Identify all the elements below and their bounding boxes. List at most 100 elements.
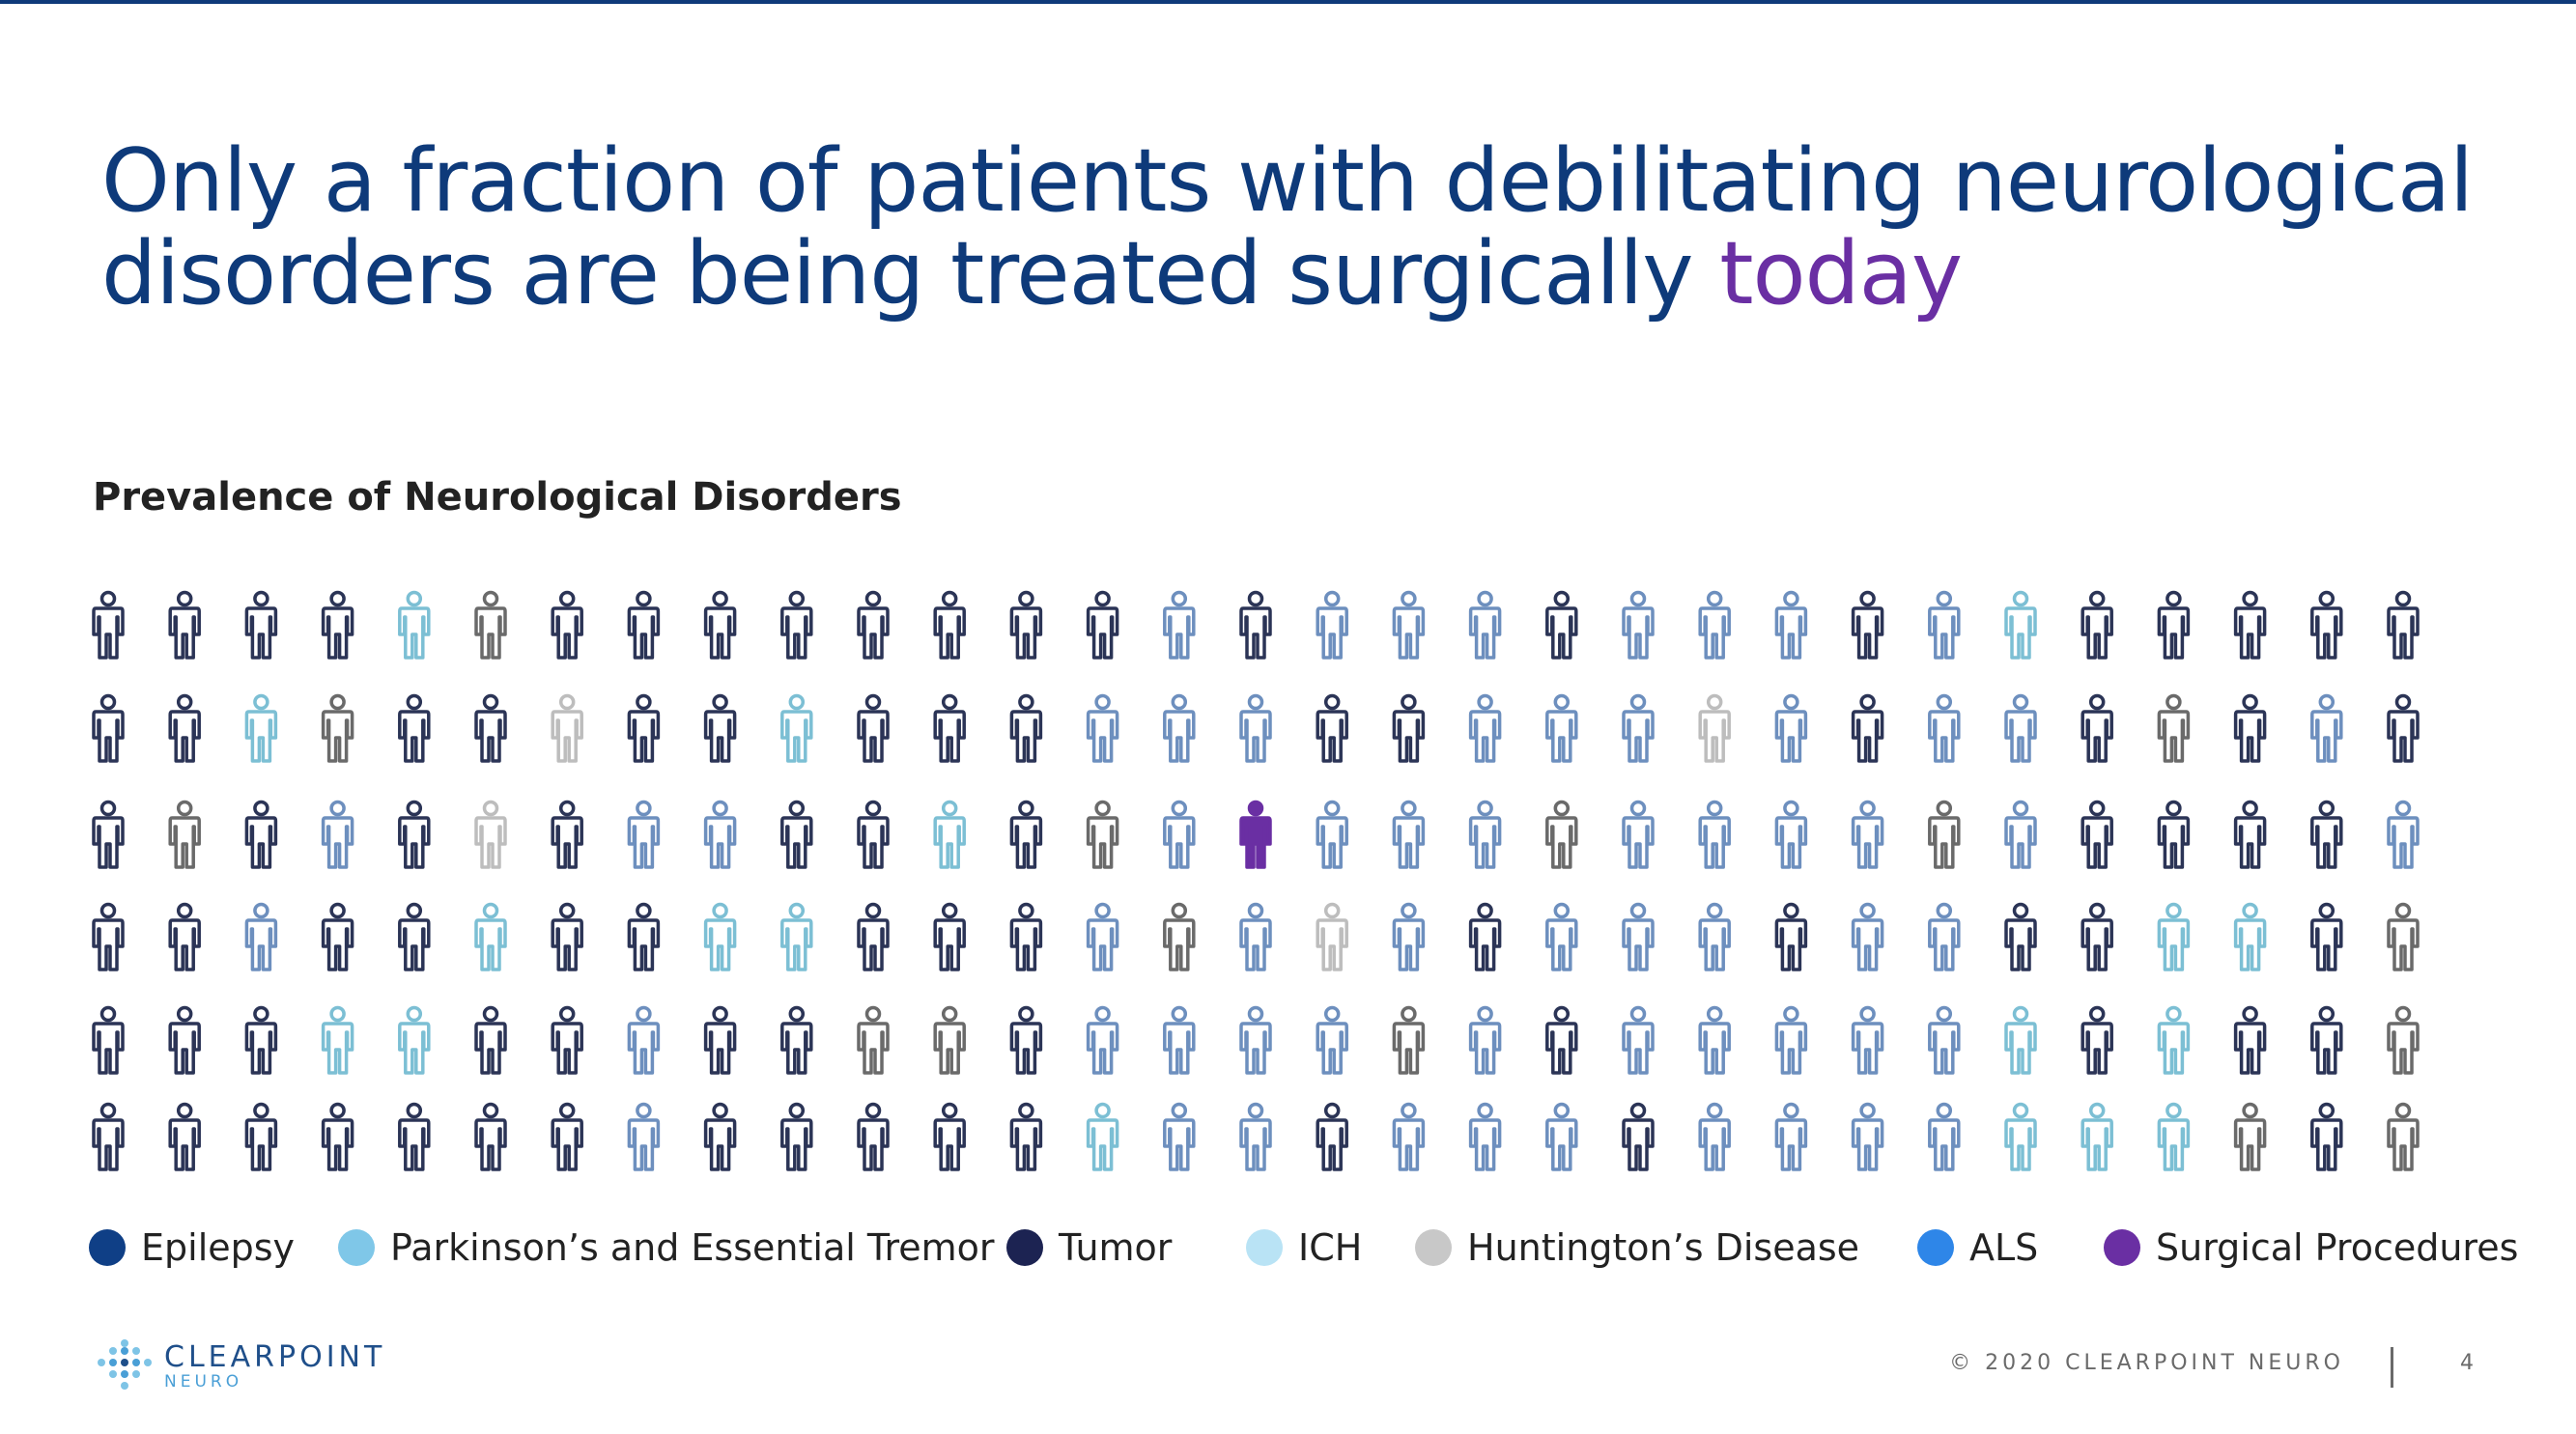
person-icon [1698,902,1731,971]
legend-item: Tumor [1006,1219,1172,1277]
person-icon [2233,693,2267,763]
person-icon [2004,1102,2037,1171]
legend-item: Epilepsy [89,1219,295,1277]
slide-title: Only a fraction of patients with debilit… [101,135,2516,321]
person-icon [2157,1102,2191,1171]
person-icon [551,693,583,763]
legend-swatch [2104,1229,2140,1266]
person-icon [551,1005,583,1075]
person-icon [1622,1102,1655,1171]
person-icon [1009,902,1043,971]
legend-label: Parkinson’s and Essential Tremor [390,1226,995,1269]
person-icon [1851,1005,1884,1075]
person-icon [1392,800,1426,869]
surgical-person-icon [1239,800,1272,869]
person-icon [627,693,661,763]
person-icon [2081,902,2113,971]
legend-item: ALS [1917,1219,2038,1277]
person-icon [398,590,431,660]
person-icon [2387,902,2420,971]
person-icon [2233,1005,2267,1075]
legend-item: ICH [1246,1219,1362,1277]
logo-dots-icon [98,1339,152,1390]
person-icon [1545,902,1578,971]
person-icon [1163,1005,1196,1075]
person-icon [2233,800,2267,869]
person-icon [398,902,431,971]
person-icon [92,693,125,763]
person-icon [1316,590,1348,660]
top-rule [0,0,2576,4]
person-icon [933,800,966,869]
person-icon [2387,590,2420,660]
person-icon [92,902,125,971]
legend-item: Parkinson’s and Essential Tremor [338,1219,995,1277]
person-icon [2310,902,2343,971]
person-icon [1622,693,1655,763]
person-icon [1545,1005,1578,1075]
person-icon [1774,902,1808,971]
person-icon [933,1005,966,1075]
person-icon [703,693,737,763]
person-icon [1392,1102,1426,1171]
person-icon [244,1005,278,1075]
person-icon [703,800,737,869]
person-icon [780,800,813,869]
person-icon [933,590,966,660]
legend-label: Tumor [1059,1226,1173,1269]
person-icon [780,1005,813,1075]
person-icon [244,1102,278,1171]
legend-swatch [338,1229,375,1266]
person-icon [168,1102,201,1171]
legend-item: Surgical Procedures [2104,1219,2518,1277]
logo-wordmark: CLEARPOINT [164,1340,386,1374]
person-icon [857,800,890,869]
person-icon [627,1102,661,1171]
person-icon [92,800,125,869]
person-icon [2081,590,2113,660]
person-icon [2004,902,2037,971]
person-icon [1239,1102,1272,1171]
person-icon [1163,1102,1196,1171]
person-icon [933,902,966,971]
person-icon [1928,800,1961,869]
person-icon [780,693,813,763]
person-icon [2081,800,2113,869]
person-icon [1928,1102,1961,1171]
person-icon [2310,693,2343,763]
legend-swatch [89,1229,126,1266]
person-icon [933,1102,966,1171]
chart-title: Prevalence of Neurological Disorders [93,475,902,520]
person-icon [244,800,278,869]
person-icon [933,693,966,763]
person-icon [168,693,201,763]
clearpoint-logo: CLEARPOINT NEURO [97,1337,385,1395]
person-icon [398,1102,431,1171]
person-icon [1622,1005,1655,1075]
person-icon [551,800,583,869]
person-icon [2387,1102,2420,1171]
person-icon [1392,902,1426,971]
person-icon [1009,1005,1043,1075]
person-icon [1316,1005,1348,1075]
person-icon [703,1005,737,1075]
person-icon [321,590,354,660]
person-icon [474,1102,507,1171]
legend-label: ICH [1298,1226,1363,1269]
legend-swatch [1415,1229,1452,1266]
person-icon [2387,1005,2420,1075]
person-icon [2310,590,2343,660]
person-icon [1086,1005,1119,1075]
person-icon [857,590,890,660]
person-icon [244,590,278,660]
footer-divider [2391,1347,2393,1388]
person-icon [1316,1102,1348,1171]
person-icon [1086,693,1119,763]
legend-label: Huntington’s Disease [1467,1226,1860,1269]
person-icon [551,902,583,971]
person-icon [168,902,201,971]
person-icon [1468,693,1502,763]
person-icon [1698,800,1731,869]
person-icon [244,902,278,971]
legend-swatch [1006,1229,1043,1266]
